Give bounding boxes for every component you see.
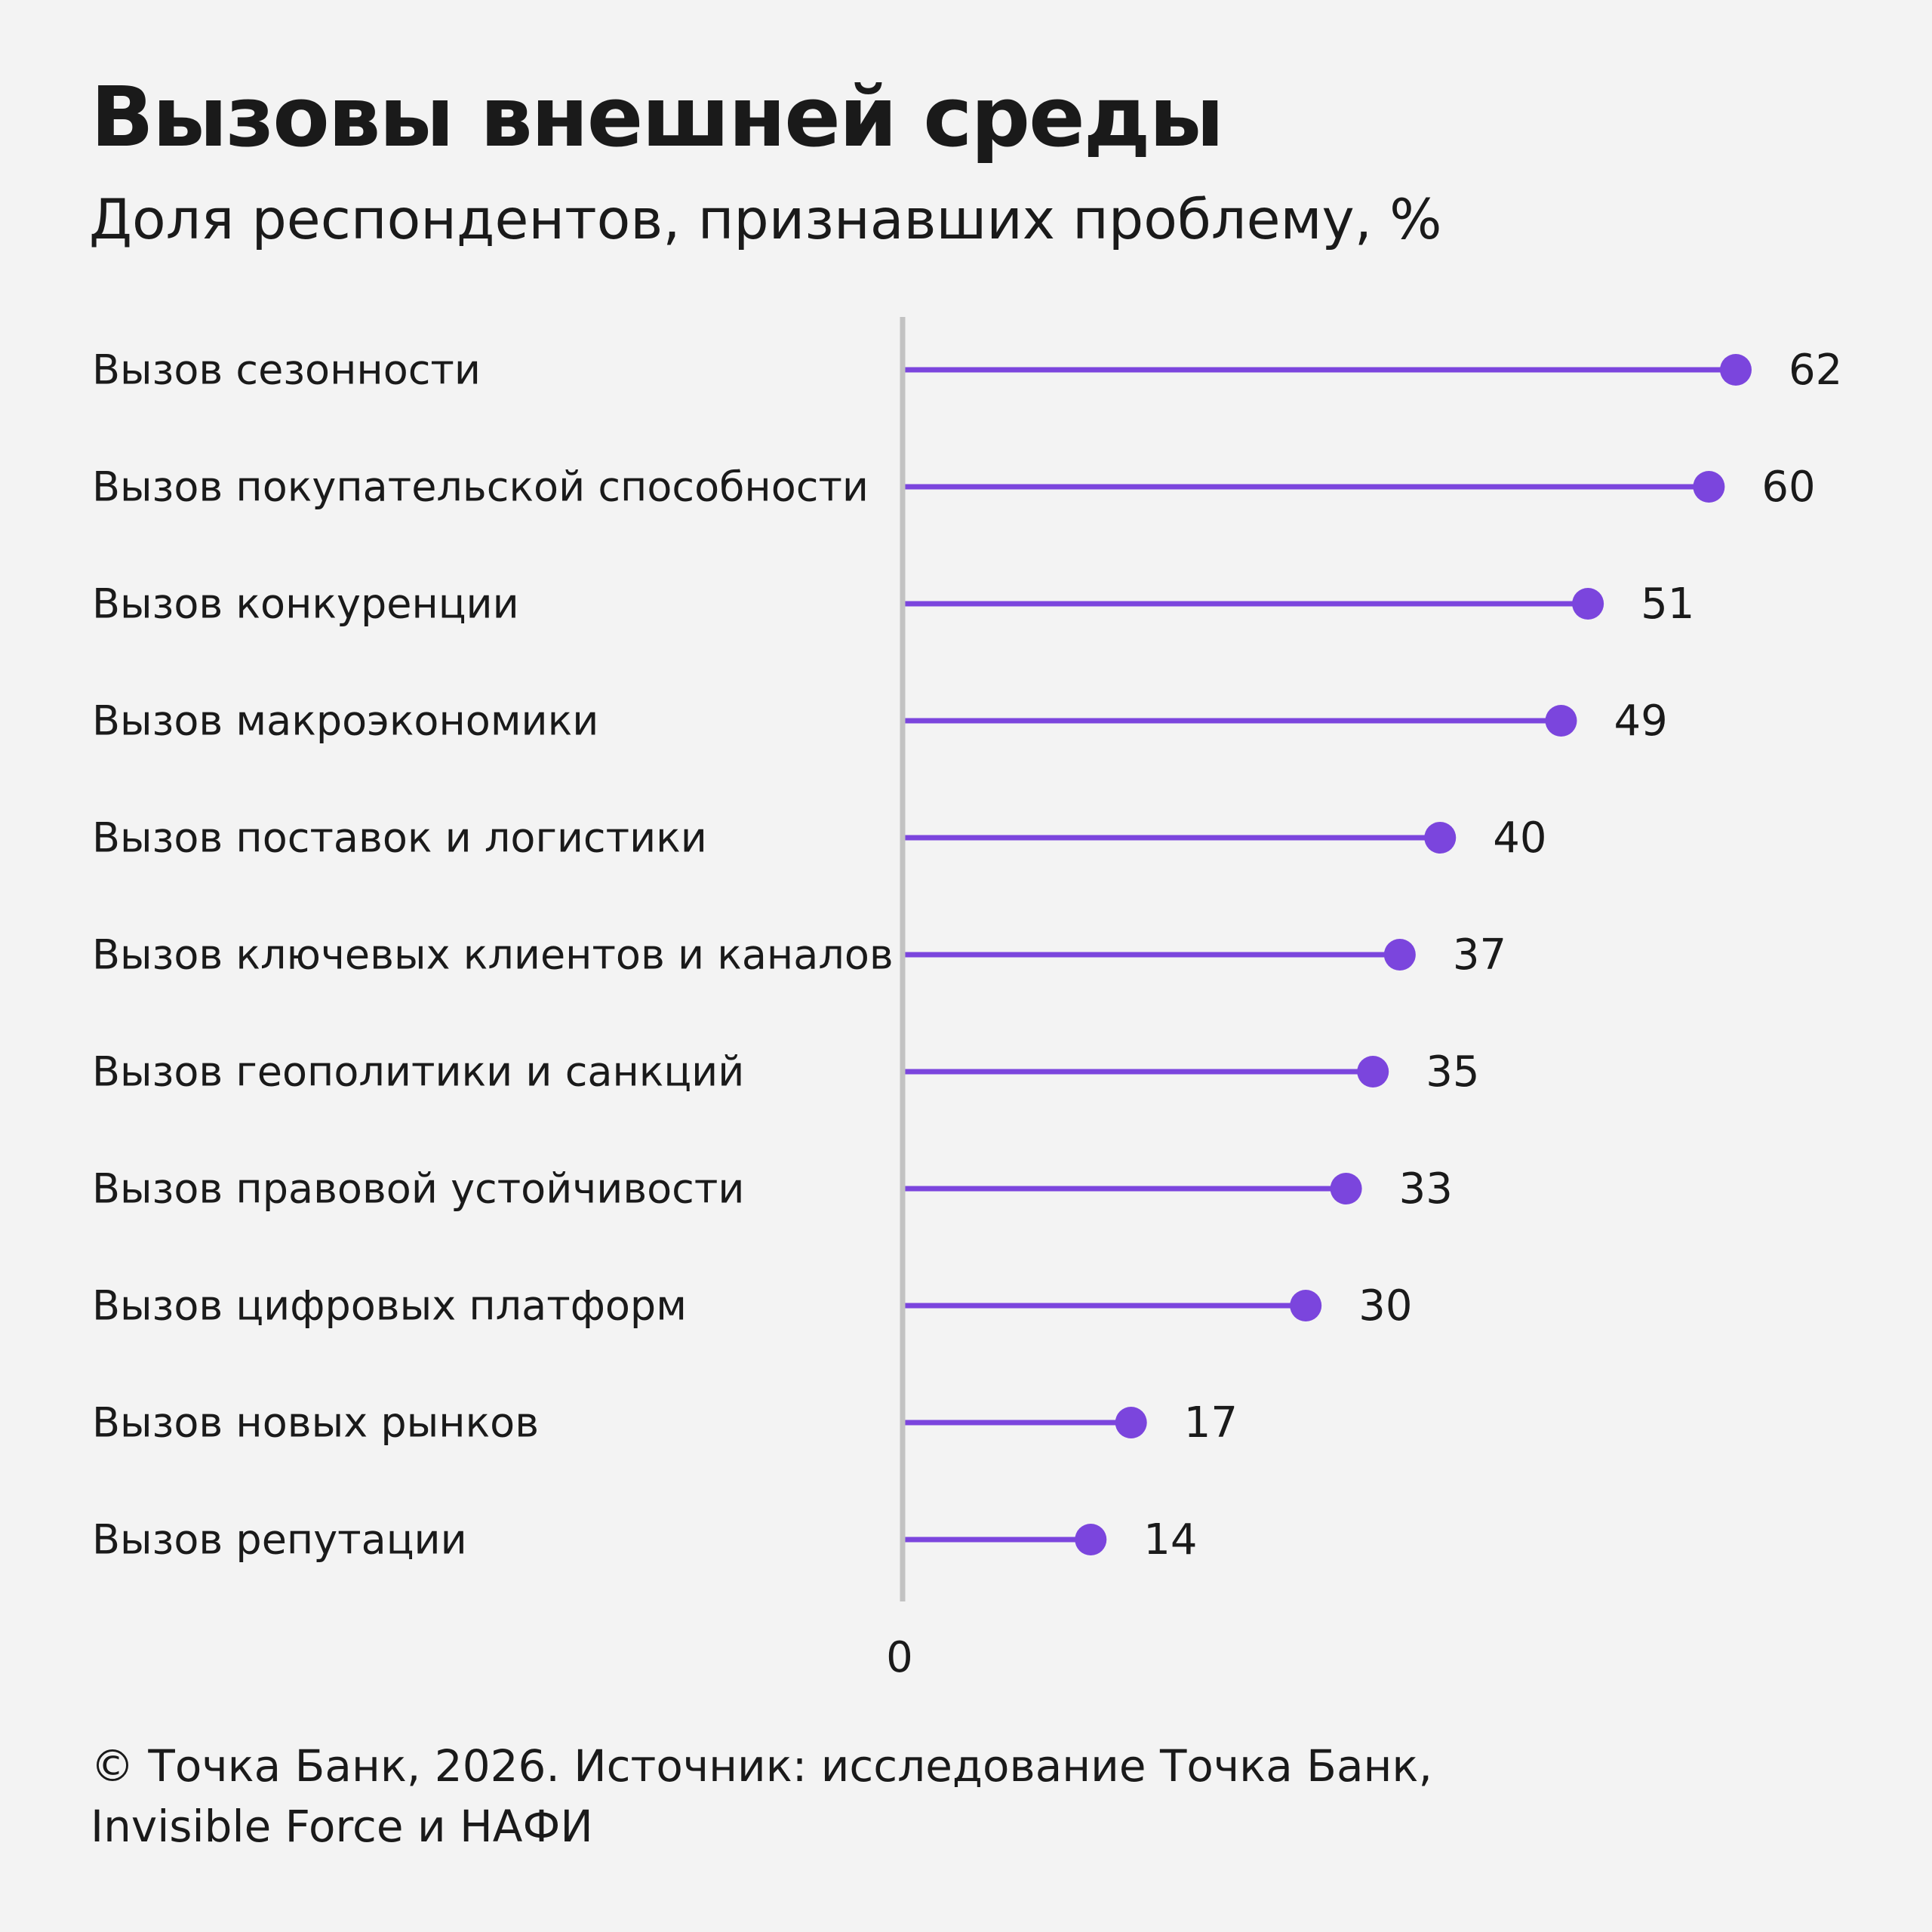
lollipop-dot [1330, 1173, 1362, 1204]
category-label: Вызов поставок и логистики [92, 814, 707, 862]
category-label: Вызов макроэкономики [92, 697, 598, 745]
lollipop-chart: Вызов сезонности Вызов покупательской спо… [92, 317, 1842, 1682]
value-label: 62 [1789, 346, 1842, 395]
category-label: Вызов правовой устойчивости [92, 1165, 744, 1213]
chart-subtitle: Доля респондентов, признавших проблему, … [89, 188, 1442, 252]
source-footnote: © Точка Банк, 2026. Источник: исследован… [91, 1736, 1826, 1857]
lollipop-dot [1357, 1056, 1389, 1088]
value-label: 37 [1453, 931, 1506, 980]
value-label: 35 [1426, 1048, 1479, 1097]
value-label: 49 [1614, 697, 1668, 746]
value-label: 17 [1184, 1398, 1238, 1447]
chart-title: Вызовы внешней среды [91, 69, 1224, 165]
lollipop-dot [1572, 588, 1604, 620]
category-label: Вызов цифровых платформ [92, 1282, 687, 1330]
lollipop-dot [1290, 1290, 1322, 1321]
lollipop-dot [1075, 1524, 1107, 1555]
source-line-1: © Точка Банк, 2026. Источник: исследован… [91, 1740, 1432, 1792]
category-label: Вызов покупательской способности [92, 463, 869, 511]
category-label: Вызов геополитики и санкций [92, 1048, 744, 1096]
lollipop-dot [1424, 822, 1457, 854]
category-label: Вызов сезонности [92, 346, 481, 394]
lollipop-dot [1545, 705, 1577, 737]
value-label: 60 [1761, 463, 1815, 512]
lollipop-dot [1115, 1407, 1147, 1438]
category-label: Вызов ключевых клиентов и каналов [92, 931, 894, 979]
source-line-2: Invisible Force и НАФИ [91, 1801, 593, 1852]
value-label: 14 [1143, 1515, 1197, 1564]
value-label: 51 [1641, 580, 1694, 629]
lollipop-dot [1383, 939, 1416, 971]
lollipop-dot [1720, 354, 1752, 386]
category-label: Вызов репутации [92, 1516, 467, 1564]
value-label: 40 [1493, 814, 1546, 863]
value-label: 30 [1358, 1281, 1412, 1331]
lollipop-dot [1693, 471, 1725, 503]
value-label: 33 [1399, 1164, 1453, 1214]
category-label: Вызов конкуренции [92, 580, 519, 628]
category-label: Вызов новых рынков [92, 1399, 539, 1447]
x-tick-label-zero: 0 [886, 1633, 913, 1682]
